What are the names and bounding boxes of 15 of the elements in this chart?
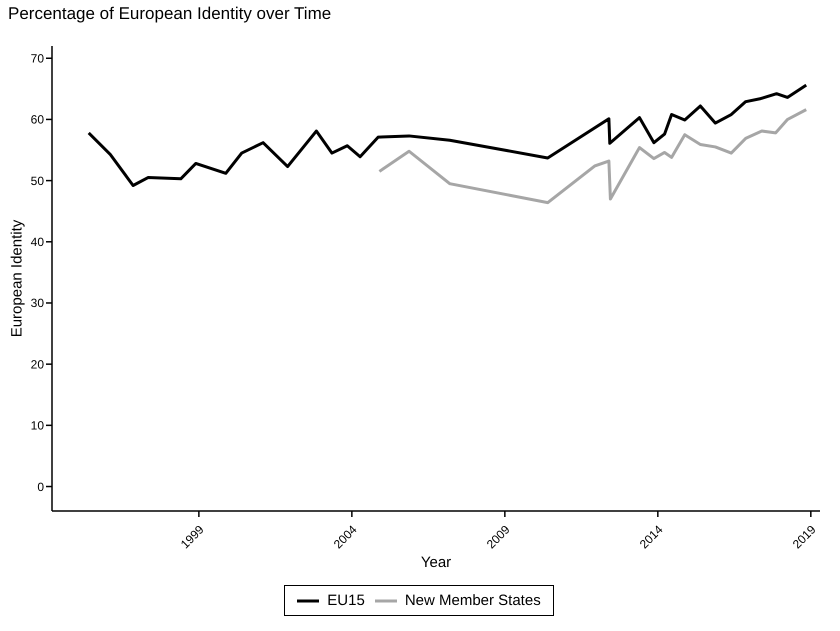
y-tick-label: 70: [30, 51, 44, 66]
y-tick-label: 60: [30, 112, 44, 127]
y-tick-label: 20: [30, 357, 44, 372]
line-series: [378, 108, 808, 204]
legend-label: New Member States: [404, 592, 541, 609]
y-tick-label: 0: [37, 480, 44, 494]
line-series: [87, 84, 808, 187]
chart-title: Percentage of European Identity over Time: [8, 4, 332, 25]
x-axis-title: Year: [420, 554, 452, 571]
y-axis-title: European Identity: [8, 219, 26, 338]
legend-label: EU15: [327, 592, 365, 609]
y-tick-label: 10: [30, 418, 44, 433]
y-tick-label: 30: [30, 296, 44, 310]
y-tick-label: 40: [30, 235, 44, 250]
y-tick-label: 50: [30, 174, 44, 188]
